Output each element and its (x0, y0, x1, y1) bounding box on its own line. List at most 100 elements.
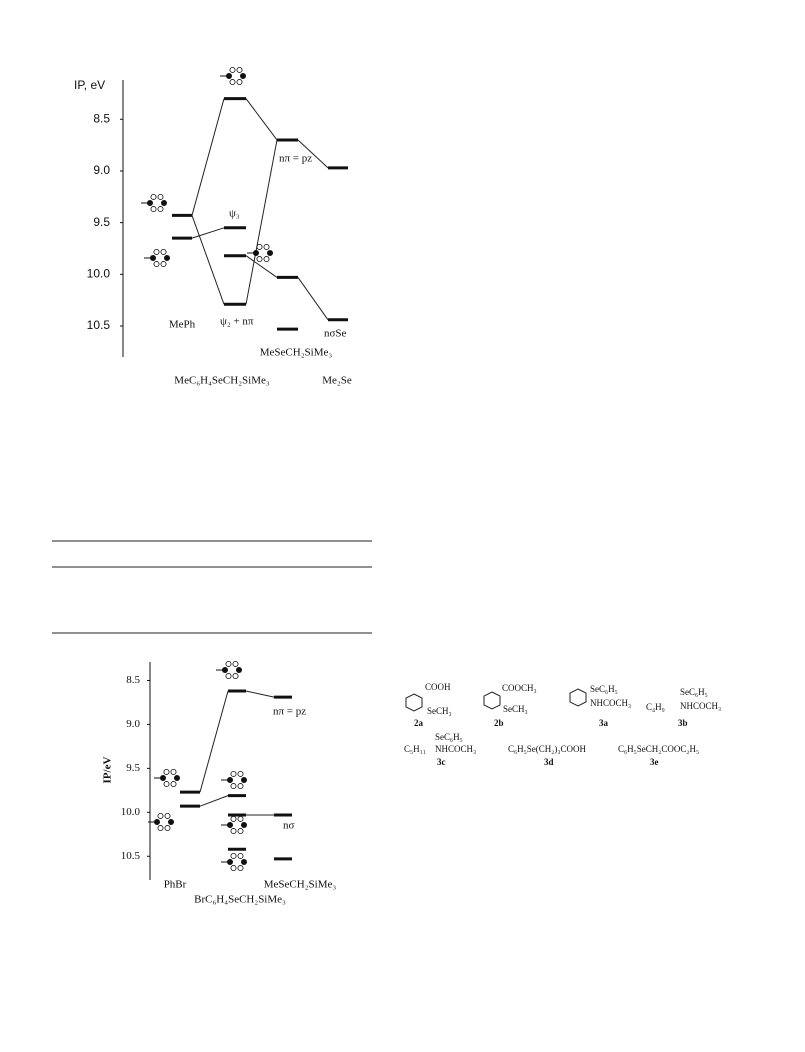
orbital-lobe (230, 865, 237, 872)
orbital-lobe (226, 859, 233, 866)
orbital-lobe (239, 73, 246, 80)
orbital-lobe (240, 777, 247, 784)
correlation-line (245, 139, 278, 305)
correlation-line (199, 690, 229, 793)
orbital-lobe (159, 775, 166, 782)
y-axis-label: IP/eV (102, 757, 114, 784)
annotation: ψ₃ (229, 208, 240, 220)
orbital-lobe (237, 815, 244, 822)
orbital-lobe (153, 819, 160, 826)
annotation: nπ = pz (279, 153, 312, 165)
compound-label: 3c (437, 757, 446, 767)
correlation-line (199, 795, 229, 807)
orbital-lobe (240, 859, 247, 866)
correlation-line (191, 227, 225, 239)
orbital-lobe (256, 243, 263, 250)
orbital-lobe (232, 660, 239, 667)
orbital-lobe (160, 248, 167, 255)
orbital-lobe (229, 79, 236, 86)
orbital-lobe (256, 256, 263, 263)
benzene-ring (405, 693, 423, 712)
annotation: nπ = pz (273, 706, 306, 718)
orbital-lobe (149, 254, 156, 261)
formula-group: COOCH₃ (502, 683, 537, 693)
annotation: ψ₂ + nπ (220, 316, 254, 328)
orbital-lobe (160, 199, 167, 206)
column-label: MeSeCH₂SiMe₃ (260, 347, 333, 359)
compound-label: 3e (650, 757, 659, 767)
orbital-lobe (157, 825, 164, 832)
compound-label: 3b (678, 718, 688, 728)
y-tick-label: 9.0 (126, 718, 140, 730)
orbital-lobe (230, 815, 237, 822)
cyclohexane-ring (569, 688, 587, 707)
y-tick-label: 9.5 (126, 762, 140, 774)
orbital-lobe (226, 822, 233, 829)
orbital-lobe (157, 812, 164, 819)
column-label: MePh (169, 319, 196, 331)
correlation-line (297, 277, 329, 321)
formula-group: NHCOCH₃ (590, 698, 631, 708)
correlation-line (245, 98, 278, 141)
orbital-lobe (221, 667, 228, 674)
orbital-lobe (226, 777, 233, 784)
orbital-lobe (146, 199, 153, 206)
formula-group: SeC₆H₅ (590, 684, 618, 694)
orbital-lobe (236, 79, 243, 86)
y-tick-label: 8.5 (93, 111, 110, 125)
column-label: PhBr (164, 879, 187, 891)
orbital-lobe (150, 193, 157, 200)
correlation-line (191, 98, 225, 216)
y-tick-label: 10.5 (87, 318, 111, 332)
correlation-line (245, 255, 278, 278)
orbital-lobe (237, 783, 244, 790)
formula-group: COOH (425, 682, 451, 692)
column-label: Me₂Se (322, 375, 352, 387)
formula-group: SeC₆H₅ (680, 687, 708, 697)
orbital-lobe (167, 819, 174, 826)
orbital-lobe (263, 256, 270, 263)
orbital-lobe (173, 775, 180, 782)
orbital-lobe (160, 261, 167, 268)
correlation-line (191, 215, 225, 305)
orbital-lobe (225, 673, 232, 680)
formula-group: SeCH₃ (503, 704, 528, 714)
formula-group: SeCH₃ (427, 706, 452, 716)
orbital-lobe (235, 667, 242, 674)
orbital-lobe (157, 206, 164, 213)
correlation-line (297, 139, 329, 169)
orbital-lobe (225, 660, 232, 667)
y-tick-label: 9.0 (93, 163, 110, 177)
formula-group: NHCOCH₃ (435, 744, 476, 754)
orbital-lobe (230, 770, 237, 777)
formula-group: SeC₆H₅ (435, 732, 463, 742)
y-tick-label: 10.5 (121, 850, 141, 862)
y-tick-label: 10.0 (87, 266, 111, 280)
orbital-lobe (266, 249, 273, 256)
column-label: BrC₆H₄SeCH₂SiMe₃ (194, 894, 286, 906)
formula-group: C₆H₅Se(CH₂)₃COOH (508, 744, 587, 754)
formula-group: C₄H₉ (646, 702, 665, 712)
orbital-lobe (230, 852, 237, 859)
orbital-lobe (237, 770, 244, 777)
orbital-lobe (232, 673, 239, 680)
orbital-lobe (163, 768, 170, 775)
orbital-lobe (164, 825, 171, 832)
orbital-lobe (263, 243, 270, 250)
orbital-lobe (170, 768, 177, 775)
y-tick-label: 10.0 (121, 806, 141, 818)
y-tick-label: 9.5 (93, 215, 110, 229)
compound-label: 3a (599, 718, 609, 728)
annotation: nσ (283, 820, 295, 832)
orbital-lobe (240, 822, 247, 829)
orbital-lobe (163, 254, 170, 261)
orbital-lobe (163, 781, 170, 788)
orbital-lobe (153, 261, 160, 268)
y-tick-label: 8.5 (126, 674, 140, 686)
orbital-lobe (164, 812, 171, 819)
column-label: MeSeCH₂SiMe₃ (264, 879, 337, 891)
annotation: nσSe (324, 328, 347, 340)
orbital-lobe (157, 193, 164, 200)
